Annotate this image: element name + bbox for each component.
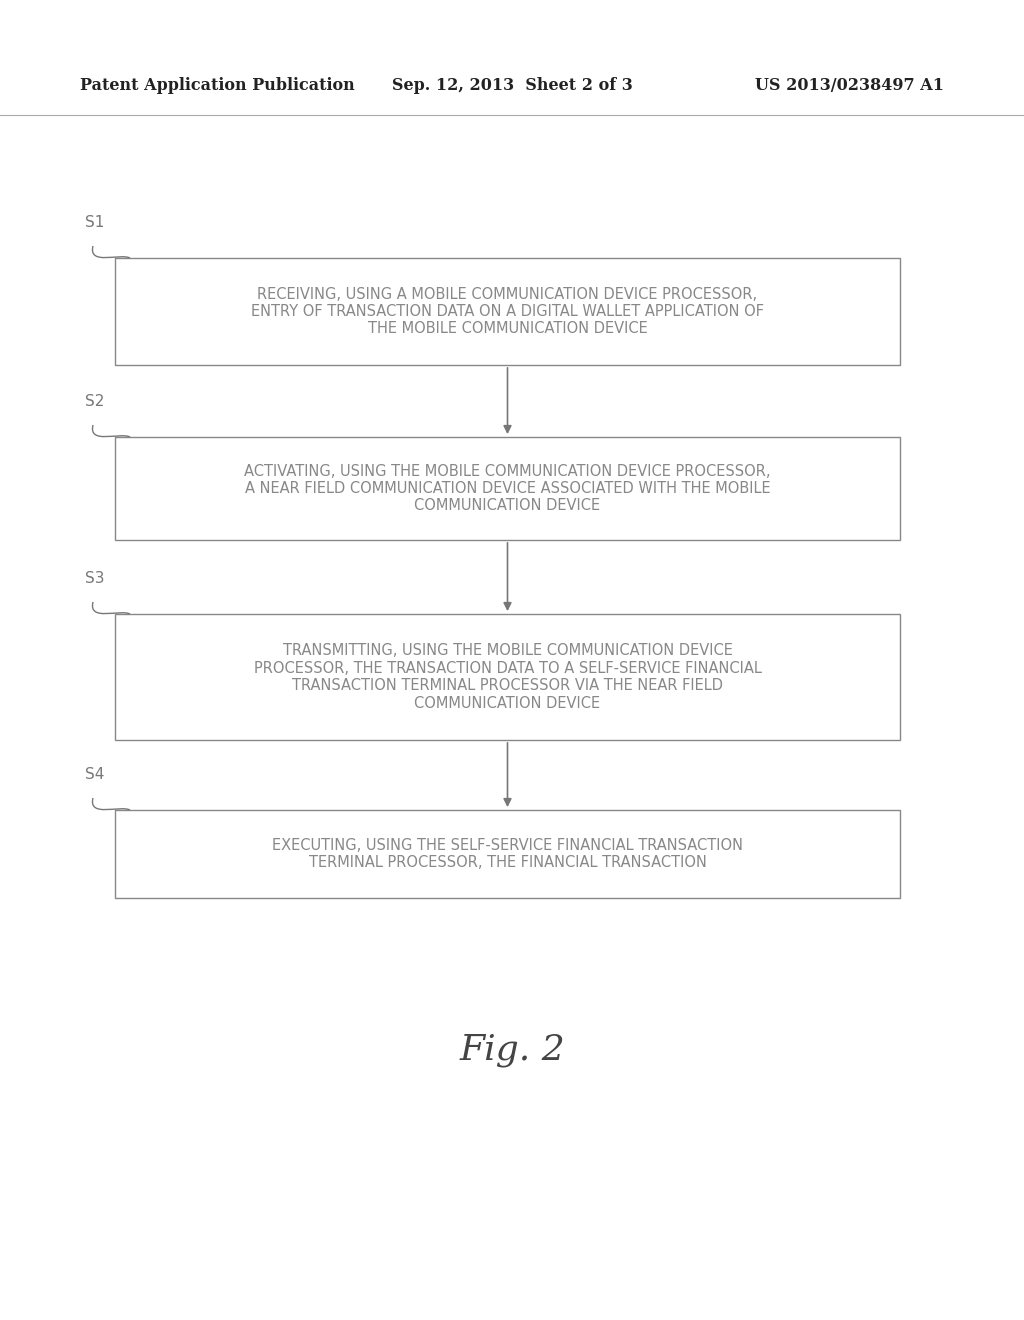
Bar (115, 437, 900, 540)
Text: S3: S3 (85, 572, 104, 586)
Text: TRANSMITTING, USING THE MOBILE COMMUNICATION DEVICE
PROCESSOR, THE TRANSACTION D: TRANSMITTING, USING THE MOBILE COMMUNICA… (254, 643, 762, 710)
Text: Sep. 12, 2013  Sheet 2 of 3: Sep. 12, 2013 Sheet 2 of 3 (391, 77, 633, 94)
Text: S4: S4 (85, 767, 104, 781)
Bar (115, 810, 900, 898)
Text: EXECUTING, USING THE SELF-SERVICE FINANCIAL TRANSACTION
TERMINAL PROCESSOR, THE : EXECUTING, USING THE SELF-SERVICE FINANC… (272, 838, 743, 870)
Text: S2: S2 (85, 393, 104, 409)
Text: S1: S1 (85, 215, 104, 230)
Bar (115, 614, 900, 741)
Bar (115, 257, 900, 366)
Text: Fig. 2: Fig. 2 (459, 1034, 565, 1067)
Text: US 2013/0238497 A1: US 2013/0238497 A1 (755, 77, 944, 94)
Text: RECEIVING, USING A MOBILE COMMUNICATION DEVICE PROCESSOR,
ENTRY OF TRANSACTION D: RECEIVING, USING A MOBILE COMMUNICATION … (251, 286, 764, 337)
Text: Patent Application Publication: Patent Application Publication (80, 77, 354, 94)
Text: ACTIVATING, USING THE MOBILE COMMUNICATION DEVICE PROCESSOR,
A NEAR FIELD COMMUN: ACTIVATING, USING THE MOBILE COMMUNICATI… (245, 463, 771, 513)
